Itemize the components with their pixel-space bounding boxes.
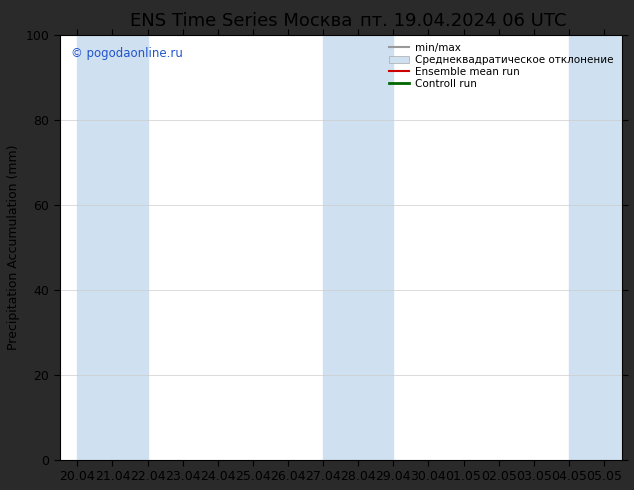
Y-axis label: Precipitation Accumulation (mm): Precipitation Accumulation (mm): [7, 145, 20, 350]
Legend: min/max, Среднеквадратическое отклонение, Ensemble mean run, Controll run: min/max, Среднеквадратическое отклонение…: [385, 40, 616, 92]
Bar: [569, 35, 621, 460]
Bar: [77, 35, 148, 460]
Bar: [323, 35, 393, 460]
Text: © pogodaonline.ru: © pogodaonline.ru: [71, 48, 183, 60]
Text: пт. 19.04.2024 06 UTC: пт. 19.04.2024 06 UTC: [359, 12, 566, 30]
Text: ENS Time Series Москва: ENS Time Series Москва: [130, 12, 352, 30]
